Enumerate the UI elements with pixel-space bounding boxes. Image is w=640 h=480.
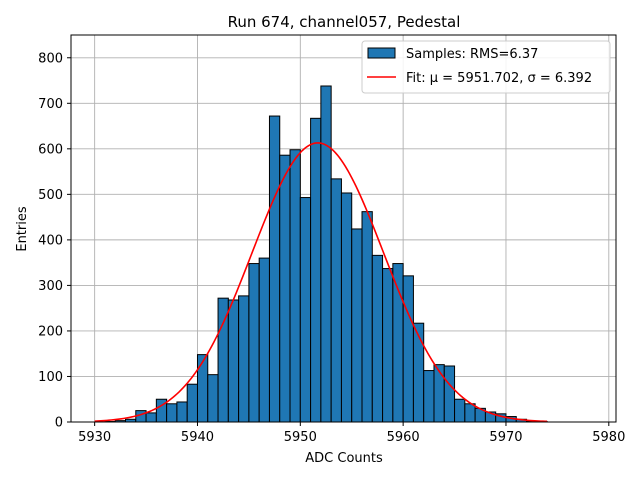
x-tick-label: 5970 (489, 430, 522, 445)
histogram-bar (443, 365, 456, 423)
y-tick-label: 600 (38, 142, 63, 157)
y-axis-ticks: 0 100 200 300 400 500 600 700 800 (38, 51, 71, 431)
histogram-bar (402, 275, 414, 423)
legend-fit-label: Fit: μ = 5951.702, σ = 6.392 (406, 71, 592, 86)
histogram-bar (351, 228, 363, 423)
histogram-bars (104, 85, 548, 423)
histogram-bar (227, 299, 240, 423)
fit-curve (94, 142, 548, 423)
y-tick-label: 400 (38, 233, 63, 248)
x-tick-label: 5980 (592, 430, 625, 445)
legend: Samples: RMS=6.37 Fit: μ = 5951.702, σ =… (361, 40, 611, 94)
histogram-bar (248, 263, 260, 423)
histogram-bar (289, 149, 301, 423)
histogram-bar (176, 401, 188, 423)
histogram-bar (207, 374, 219, 423)
histogram-bar (340, 192, 353, 423)
y-tick-label: 0 (55, 416, 63, 431)
histogram-bar (166, 403, 178, 423)
histogram-bar (382, 268, 394, 423)
histogram-bar (279, 154, 291, 423)
y-tick-label: 500 (38, 188, 63, 203)
y-tick-label: 300 (38, 279, 63, 294)
x-tick-label: 5930 (78, 430, 111, 445)
y-tick-label: 200 (38, 324, 63, 339)
legend-histogram-label: Samples: RMS=6.37 (406, 47, 538, 62)
histogram-bar (371, 254, 384, 423)
histogram-bar (433, 364, 445, 423)
legend-histogram-swatch (367, 47, 396, 59)
x-axis-ticks: 5930 5940 5950 5960 5970 5980 (78, 422, 625, 445)
x-axis-label: ADC Counts (305, 451, 383, 466)
histogram-bar (412, 322, 425, 423)
histogram-bar (423, 370, 435, 423)
chart-title: Run 674, channel057, Pedestal (228, 13, 461, 31)
histogram-bar (464, 403, 476, 423)
x-tick-label: 5940 (181, 430, 214, 445)
histogram-bar (299, 197, 312, 423)
histogram-bar (310, 117, 322, 423)
histogram-bar (258, 257, 270, 423)
legend-box (361, 40, 611, 94)
histogram-bar (330, 178, 342, 423)
y-tick-label: 800 (38, 51, 63, 66)
histogram-bar (145, 412, 157, 423)
histogram-bar (320, 85, 332, 423)
histogram-bar (268, 115, 281, 423)
y-tick-label: 700 (38, 97, 63, 112)
y-axis-label: Entries (15, 206, 30, 252)
histogram-bar (454, 398, 466, 423)
histogram-bar (186, 383, 198, 423)
histogram-bar (238, 295, 250, 423)
plot-frame (70, 34, 617, 423)
x-tick-label: 5950 (284, 430, 317, 445)
histogram-bar (196, 354, 209, 423)
histogram-bar (361, 211, 373, 423)
y-tick-label: 100 (38, 370, 63, 385)
x-tick-label: 5960 (387, 430, 420, 445)
